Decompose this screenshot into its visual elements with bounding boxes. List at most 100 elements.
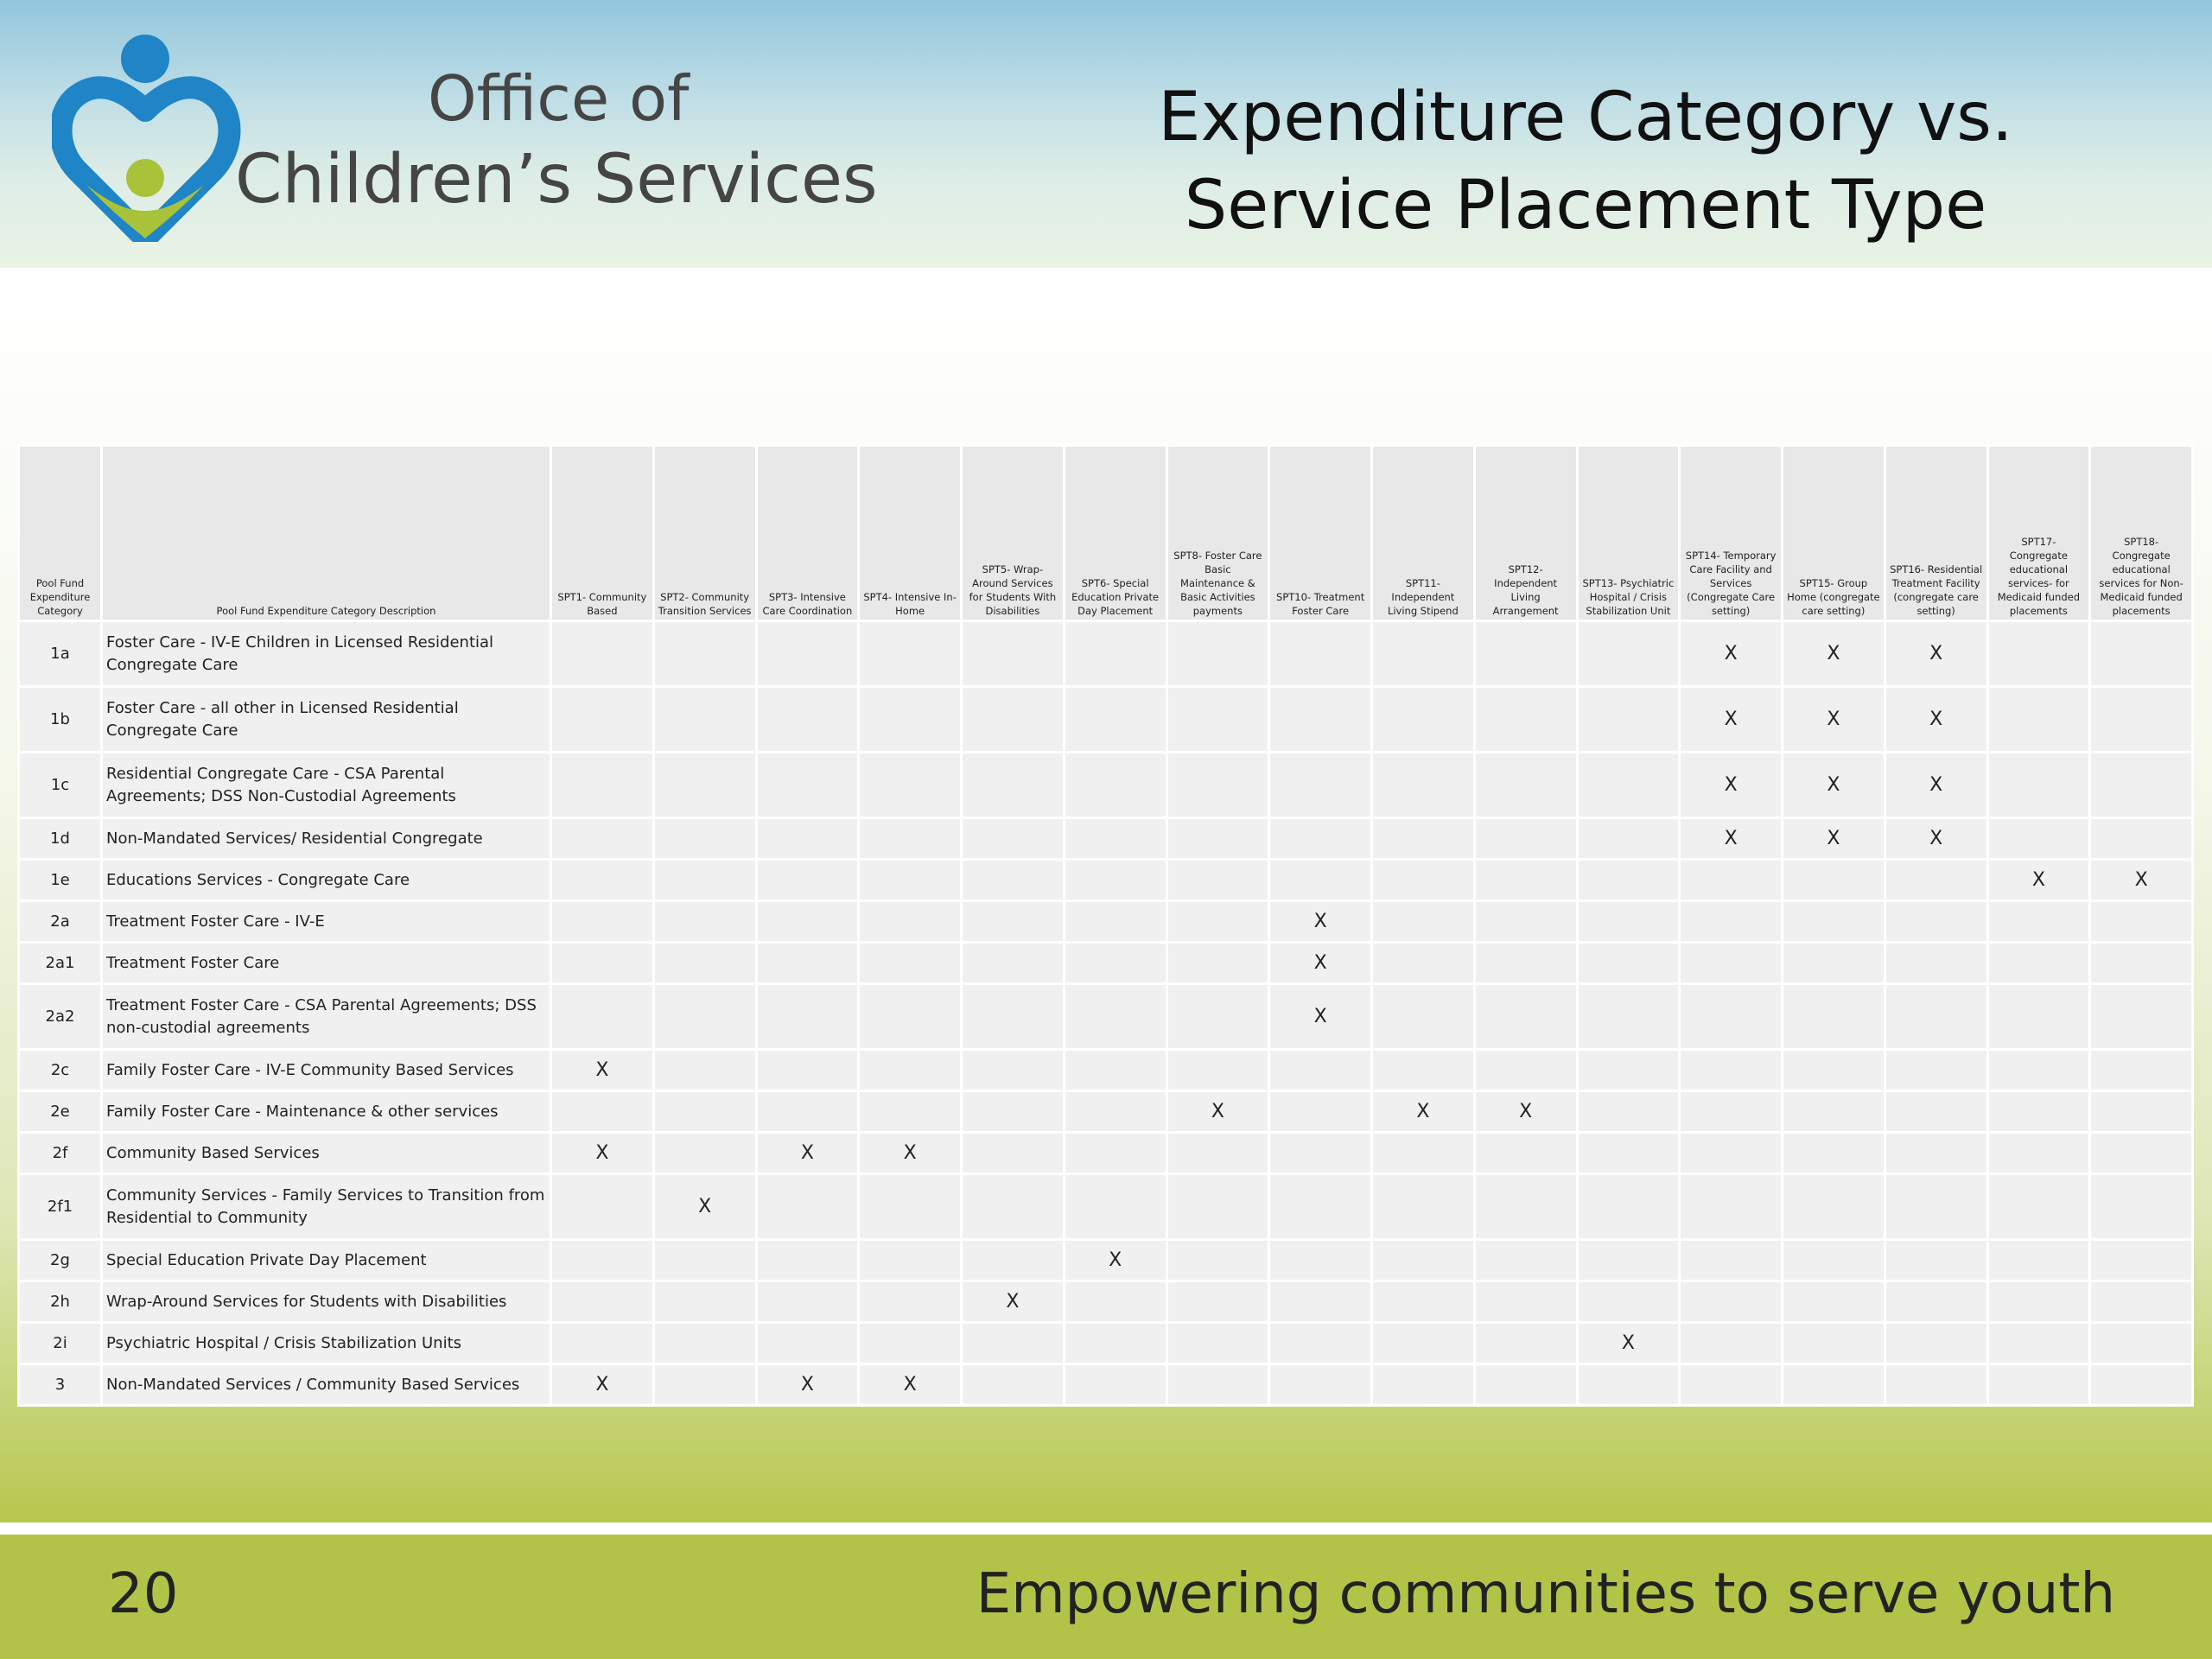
placement-mark [754,982,861,1051]
placement-mark [2088,1090,2194,1134]
header-spt: SPT4- Intensive In-Home [857,444,963,622]
placement-mark: X [1678,817,1783,861]
placement-mark: X [857,1363,963,1407]
placement-mark [1165,1048,1271,1092]
placement-mark [1165,1280,1271,1324]
placement-mark [2088,1280,2194,1324]
placement-mark: X [857,1131,963,1175]
placement-mark [754,899,861,944]
placement-mark [1781,1173,1886,1241]
placement-mark: X [1781,620,1886,688]
placement-mark [1883,1090,1989,1134]
header-spt: SPT11- Independent Living Stipend [1370,444,1476,622]
placement-mark [1165,858,1271,902]
placement-mark [1370,817,1476,861]
placement-mark [857,620,963,688]
placement-mark [754,941,861,985]
category-code: 1a [17,620,103,688]
placement-mark [857,1048,963,1092]
placement-mark [857,1238,963,1282]
placement-mark [754,1238,861,1282]
placement-mark [1472,1280,1579,1324]
placement-mark [1781,858,1886,902]
table-row: 2c Family Foster Care - IV-E Community Ba… [17,1048,2194,1092]
placement-mark [857,685,963,753]
placement-mark [1370,685,1476,753]
category-code: 2h [17,1280,103,1324]
placement-mark [1370,1238,1476,1282]
category-description: Wrap-Around Services for Students with D… [100,1280,552,1324]
placement-mark [1165,1131,1271,1175]
header-spt: SPT14- Temporary Care Facility and Servi… [1678,444,1783,622]
placement-mark [550,941,655,985]
placement-mark: X [754,1363,861,1407]
placement-mark [1986,899,2092,944]
placement-mark [754,1048,861,1092]
header-category: Pool Fund Expenditure Category [17,444,103,622]
placement-mark [754,817,861,861]
footer-tagline: Empowering communities to serve youth [976,1562,2115,1626]
placement-mark [2088,751,2194,819]
placement-mark [1781,1048,1886,1092]
placement-mark [1062,620,1168,688]
placement-mark [1370,1363,1476,1407]
placement-mark [1781,1280,1886,1324]
placement-mark [960,1173,1065,1241]
ocs-logo [52,35,241,242]
placement-mark [550,858,655,902]
category-description: Family Foster Care - Maintenance & other… [100,1090,552,1134]
placement-mark: X [1883,817,1989,861]
placement-mark: X [1781,817,1886,861]
placement-mark [652,899,758,944]
placement-mark [1883,1048,1989,1092]
category-description: Community Based Services [100,1131,552,1175]
category-description: Psychiatric Hospital / Crisis Stabilizat… [100,1321,552,1365]
placement-mark [754,1321,861,1365]
header-spt: SPT15- Group Home (congregate care setti… [1781,444,1886,622]
placement-mark [1472,899,1579,944]
placement-mark [1575,620,1681,688]
table-row: 2i Psychiatric Hospital / Crisis Stabiliz… [17,1321,2194,1365]
placement-mark [550,1280,655,1324]
placement-mark [1883,1238,1989,1282]
placement-mark [1062,817,1168,861]
category-code: 2i [17,1321,103,1365]
placement-mark [652,1363,758,1407]
placement-mark [652,1131,758,1175]
placement-mark [1165,1321,1271,1365]
category-code: 2f1 [17,1173,103,1241]
placement-mark [652,1321,758,1365]
category-table: Pool Fund Expenditure Category Pool Fund … [17,444,2194,1407]
placement-mark [960,1090,1065,1134]
category-code: 1d [17,817,103,861]
placement-mark [550,1090,655,1134]
placement-mark [1062,858,1168,902]
placement-mark [1678,982,1783,1051]
placement-mark: X [1575,1321,1681,1365]
placement-mark [1986,1238,2092,1282]
placement-mark [1472,1321,1579,1365]
placement-mark [550,685,655,753]
placement-mark [2088,1131,2194,1175]
placement-mark [960,1048,1065,1092]
category-description: Foster Care - IV-E Children in Licensed … [100,620,552,688]
category-description: Treatment Foster Care - CSA Parental Agr… [100,982,552,1051]
placement-mark [1062,685,1168,753]
placement-mark [1986,1321,2092,1365]
placement-mark [1883,1131,1989,1175]
placement-mark [1575,899,1681,944]
placement-mark [652,751,758,819]
placement-mark: X [1678,685,1783,753]
placement-mark [1575,685,1681,753]
placement-mark: X [2088,858,2194,902]
placement-mark [1268,1090,1373,1134]
category-description: Non-Mandated Services / Community Based … [100,1363,552,1407]
placement-mark [1678,899,1783,944]
category-code: 2a1 [17,941,103,985]
table-row: 2a2 Treatment Foster Care - CSA Parental … [17,982,2194,1051]
placement-mark [1575,1173,1681,1241]
placement-mark [1062,1090,1168,1134]
placement-mark: X [1678,751,1783,819]
placement-mark [1883,1173,1989,1241]
placement-mark [2088,685,2194,753]
